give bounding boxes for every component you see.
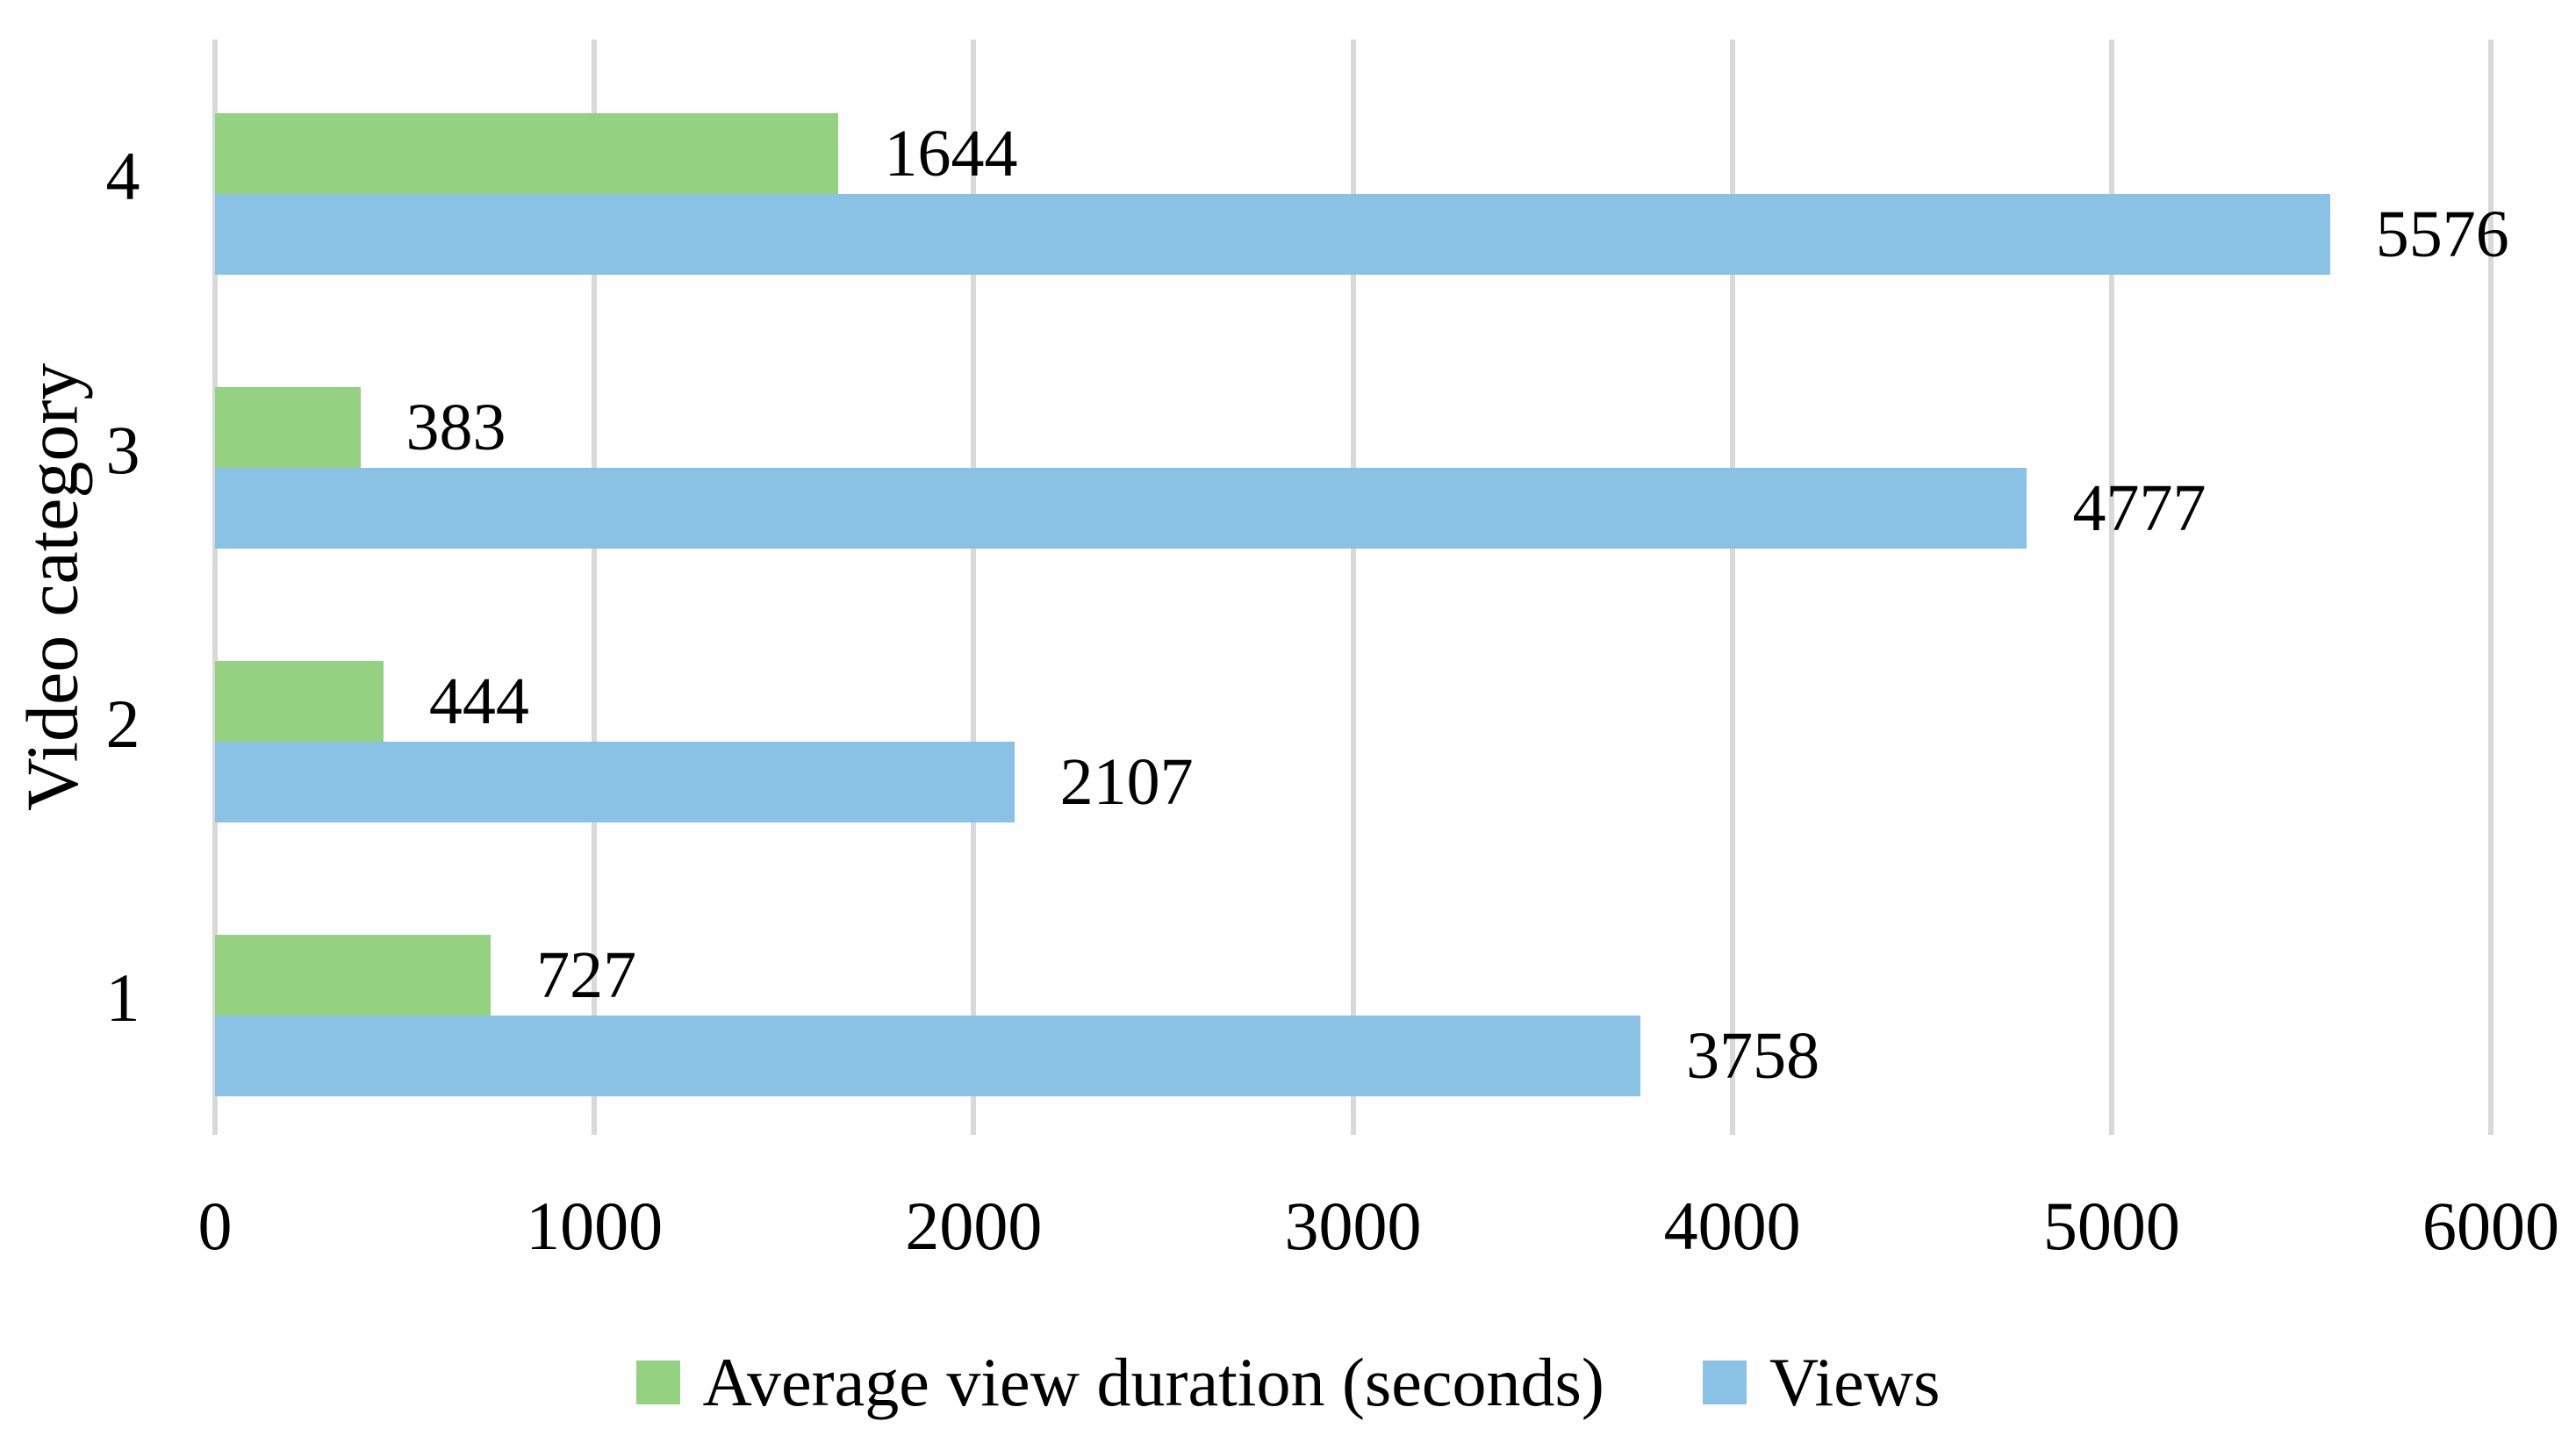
category-row-3: 3 383 4777 (106, 313, 2491, 587)
y-tick-label-3: 3 (105, 412, 140, 488)
x-tick-label-2000: 2000 (905, 1188, 1043, 1264)
gridline-3000 (1350, 39, 1356, 1135)
gridline-6000 (2488, 39, 2493, 1135)
bar-average-view-duration-seconds-cat-3 (215, 387, 361, 468)
value-label-average-view-duration-seconds-cat-1: 727 (536, 938, 637, 1012)
gridline-1000 (592, 39, 598, 1135)
bar-views-cat-2 (215, 742, 1015, 822)
bar-views-cat-4 (215, 194, 2330, 275)
x-tick-label-0: 0 (197, 1188, 233, 1264)
value-label-views-cat-1: 3758 (1686, 1019, 1820, 1093)
x-tick-label-1000: 1000 (526, 1188, 664, 1264)
category-row-4: 4 1644 5576 (106, 39, 2509, 313)
x-tick-label-5000: 5000 (2042, 1188, 2180, 1264)
gridline-5000 (2108, 39, 2114, 1135)
value-label-average-view-duration-seconds-cat-2: 444 (428, 664, 529, 738)
value-label-views-cat-2: 2107 (1059, 745, 1194, 819)
gridline-4000 (1729, 39, 1735, 1135)
x-tick-label-3000: 3000 (1284, 1188, 1422, 1264)
legend-item-views: Views (1702, 1334, 1941, 1431)
bar-views-cat-3 (215, 468, 2027, 549)
value-label-views-cat-4: 5576 (2375, 197, 2509, 271)
y-tick-label-1: 1 (105, 959, 140, 1036)
legend-swatch-icon-average-view-duration-seconds (635, 1361, 680, 1404)
category-row-2: 2 444 2107 (106, 587, 2491, 861)
y-tick-label-2: 2 (105, 686, 140, 762)
legend-item-average-view-duration-seconds: Average view duration (seconds) (635, 1334, 1604, 1431)
legend-swatch-icon-views (1702, 1361, 1747, 1404)
x-tick-label-6000: 6000 (2422, 1188, 2559, 1264)
bar-average-view-duration-seconds-cat-1 (215, 935, 492, 1016)
bar-views-cat-1 (215, 1016, 1641, 1096)
bar-average-view-duration-seconds-cat-4 (215, 113, 839, 194)
value-label-average-view-duration-seconds-cat-3: 383 (405, 391, 506, 464)
category-row-1: 1 727 3758 (106, 861, 2491, 1135)
value-label-views-cat-3: 4777 (2072, 471, 2206, 545)
x-tick-label-4000: 4000 (1663, 1188, 1801, 1264)
legend-label-views: Views (1769, 1344, 1941, 1420)
x-axis-tick-labels: 0 1000 2000 3000 4000 5000 6000 (198, 1187, 2560, 1266)
bar-average-view-duration-seconds-cat-2 (215, 661, 384, 742)
legend: Average view duration (seconds) Views (0, 1334, 2576, 1431)
gridline-0 (212, 39, 218, 1135)
value-label-average-view-duration-seconds-cat-4: 1644 (884, 117, 1018, 190)
y-tick-label-4: 4 (105, 138, 140, 214)
gridline-2000 (971, 39, 977, 1135)
plot-area: 4 1644 5576 3 383 4777 2 444 2107 1 727 3758 (106, 39, 2509, 1135)
legend-label-average-view-duration-seconds: Average view duration (seconds) (702, 1344, 1604, 1420)
